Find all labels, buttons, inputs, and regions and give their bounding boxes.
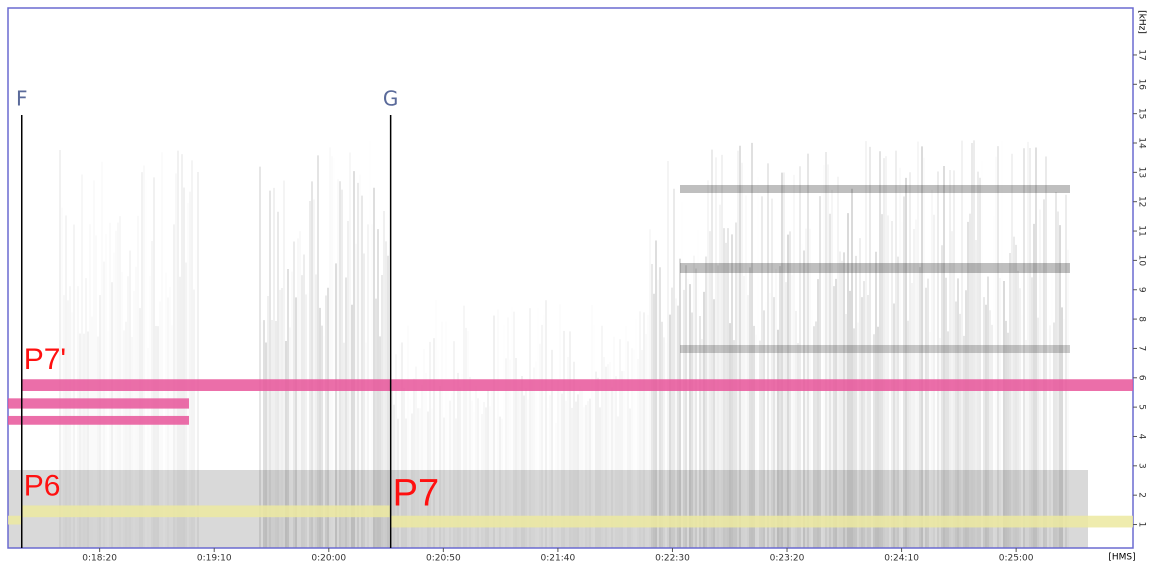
y-tick-label: 5	[1137, 404, 1147, 410]
band	[8, 398, 189, 408]
band-label: P6	[24, 469, 61, 502]
y-tick-label: 4	[1137, 434, 1147, 440]
band-label: P7'	[24, 343, 66, 376]
y-tick-label: 12	[1137, 196, 1147, 207]
x-tick-label: 0:25:00	[999, 554, 1034, 564]
y-tick-label: 6	[1137, 375, 1147, 381]
y-tick-label: 10	[1137, 255, 1147, 267]
x-tick-label: 0:18:20	[82, 554, 117, 564]
y-tick-label: 3	[1137, 463, 1147, 469]
y-tick-label: 13	[1137, 167, 1147, 178]
x-tick-label: 0:24:10	[884, 554, 919, 564]
band	[391, 516, 1133, 528]
y-tick-label: 8	[1137, 316, 1147, 322]
band	[8, 416, 189, 425]
band	[22, 505, 391, 517]
y-tick-label: 11	[1137, 225, 1147, 236]
y-unit-label: [kHz]	[1137, 10, 1147, 34]
x-tick-label: 0:22:30	[655, 554, 690, 564]
texture-band	[680, 345, 1070, 353]
x-tick-label: 0:23:20	[770, 554, 805, 564]
texture-band	[680, 185, 1070, 193]
y-tick-label: 9	[1137, 287, 1147, 293]
band-label: P7	[393, 473, 439, 515]
x-unit-label: [HMS]	[1108, 553, 1135, 563]
y-tick-label: 16	[1137, 79, 1147, 91]
y-tick-label: 1	[1137, 522, 1147, 528]
y-tick-label: 7	[1137, 346, 1147, 352]
x-tick-label: 0:21:40	[541, 554, 576, 564]
texture-band	[680, 263, 1070, 273]
y-tick-label: 15	[1137, 108, 1147, 119]
x-tick-label: 0:19:10	[197, 554, 232, 564]
x-tick-label: 0:20:00	[311, 554, 346, 564]
band	[8, 516, 22, 525]
marker-label: F	[16, 87, 28, 111]
y-tick-label: 17	[1137, 49, 1147, 60]
y-tick-label: 14	[1137, 137, 1147, 149]
x-tick-label: 0:20:50	[426, 554, 461, 564]
chart: [kHz] [HMS] 12345678910111213141516170:1…	[0, 0, 1150, 566]
band	[22, 379, 1133, 391]
y-tick-label: 2	[1137, 492, 1147, 498]
marker-label: G	[383, 87, 399, 111]
